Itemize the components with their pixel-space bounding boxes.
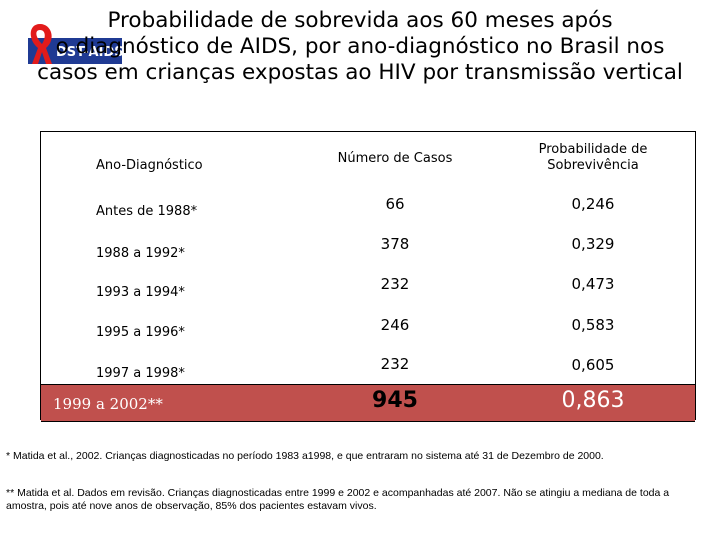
footnote-2: ** Matida et al. Dados em revisão. Crian… (6, 487, 670, 512)
survival-table: Ano-Diagnóstico Número de Casos Probabil… (40, 131, 696, 422)
row-probability: 0,246 (571, 195, 615, 213)
header-probability-line1: Probabilidade de (538, 142, 648, 157)
row-cases: 66 (385, 195, 405, 213)
row-year: 1997 a 1998* (96, 366, 185, 381)
footnote-1: * Matida et al., 2002. Crianças diagnost… (6, 450, 604, 462)
header-year: Ano-Diagnóstico (96, 158, 203, 173)
row-probability: 0,583 (571, 316, 615, 334)
title-line-3: casos em crianças expostas ao HIV por tr… (37, 60, 683, 85)
row-cases: 232 (380, 275, 410, 293)
table-header-row: Ano-Diagnóstico Número de Casos Probabil… (41, 132, 695, 182)
row-cases: 945 (372, 388, 418, 413)
ribbon-icon (30, 24, 52, 64)
row-year: Antes de 1988* (96, 204, 198, 219)
row-cases: 378 (380, 235, 410, 253)
row-cases: 246 (380, 316, 410, 334)
header-probability-line2: Sobrevivência (547, 158, 639, 173)
table-row-highlight: 1999 a 2002** 945 0,863 (41, 384, 695, 422)
row-probability: 0,473 (571, 275, 615, 293)
logo-text: DST-AIDS (56, 45, 122, 60)
title-line-2: o diagnóstico de AIDS, por ano-diagnósti… (55, 34, 665, 59)
header-probability: Probabilidade de Sobrevivência (493, 142, 693, 174)
slide-title: Probabilidade de sobrevida aos 60 meses … (0, 8, 720, 86)
row-year: 1993 a 1994* (96, 285, 185, 300)
header-cases: Número de Casos (337, 151, 453, 166)
dst-aids-logo: DST-AIDS (28, 24, 122, 64)
row-year: 1988 a 1992* (96, 246, 185, 261)
row-probability: 0,329 (571, 235, 615, 253)
row-year: 1995 a 1996* (96, 325, 185, 340)
row-cases: 232 (380, 355, 410, 373)
row-year: 1999 a 2002** (53, 395, 163, 413)
title-line-1: Probabilidade de sobrevida aos 60 meses … (107, 8, 613, 33)
row-probability: 0,863 (561, 388, 625, 413)
row-probability: 0,605 (571, 356, 615, 374)
